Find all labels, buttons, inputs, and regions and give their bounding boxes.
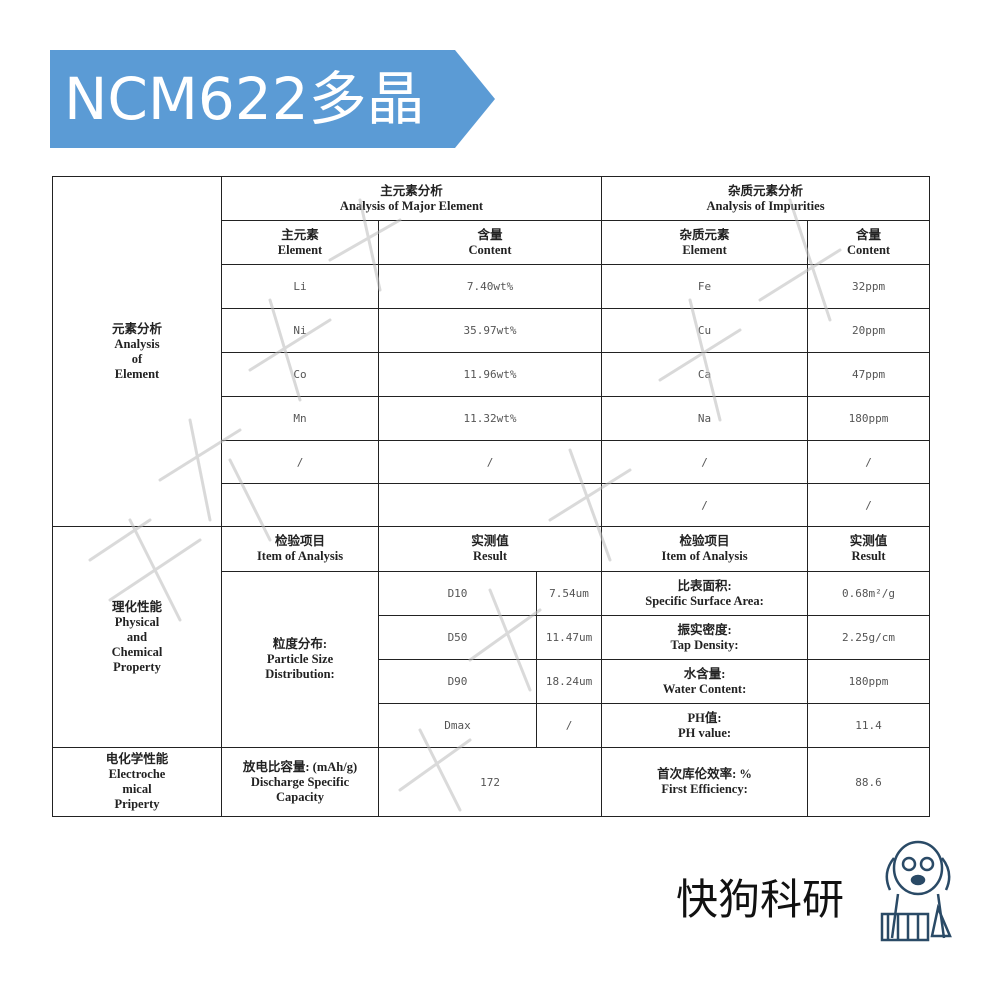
table-row: D90 18.24um 水含量: Water Content: 180ppm [53, 659, 931, 704]
table-cell: 实测值 Result [377, 526, 603, 572]
table-cell: 首次库伦效率: % First Efficiency: [601, 747, 809, 817]
table-cell: 172 [377, 747, 603, 817]
section-label-physical: 理化性能 Physical and Chemical Property [52, 526, 222, 748]
table-cell: D10 [378, 571, 537, 616]
table-row: 粒度分布: Particle Size Distribution: D10 7.54um… [53, 571, 931, 748]
table-cell: 20ppm [807, 308, 931, 353]
table-cell: Mn [221, 396, 379, 441]
table-cell: 7.40wt% [377, 264, 603, 309]
table-cell [377, 483, 603, 527]
table-cell: D50 [378, 615, 537, 660]
section-label-element: 元素分析 Analysis of Element [52, 176, 222, 527]
table-cell: 180ppm [807, 396, 931, 441]
table-row: 元素分析 Analysis of Element 主元素分析 Analysis of Ma… [52, 176, 931, 527]
dog-scientist-logo-icon [880, 840, 952, 942]
table-cell: 放电比容量: (mAh/g) Discharge Specific Capacity [221, 747, 379, 817]
table-cell: Li [221, 264, 379, 309]
table-row: Dmax / PH值: PH value: 11.4 [53, 703, 931, 748]
table-cell: / [535, 703, 603, 748]
arrow-shape [50, 50, 495, 148]
table-cell: PH值: PH value: [601, 703, 809, 748]
table-cell: Fe [601, 264, 809, 309]
table-cell: 11.32wt% [377, 396, 603, 441]
table-cell: / [601, 483, 809, 527]
analysis-table: 元素分析 Analysis of Element 主元素分析 Analysis of Ma… [52, 176, 931, 817]
table-cell: 7.54um [535, 571, 603, 616]
table-cell: 含量 Content [377, 220, 603, 265]
table-cell: 11.96wt% [377, 352, 603, 397]
table-cell: 180ppm [807, 659, 931, 704]
title-banner: NCM622多晶 [50, 50, 495, 148]
table-cell: / [601, 440, 809, 484]
particle-size-label: 粒度分布: Particle Size Distribution: [221, 571, 379, 748]
table-cell [221, 483, 379, 527]
table-cell: D90 [378, 659, 537, 704]
table-row: 电化学性能 Electroche mical Priperty 放电比容量: (mAh/… [52, 747, 931, 817]
table-cell: / [807, 483, 931, 527]
table-cell: Na [601, 396, 809, 441]
table-cell: 振实密度: Tap Density: [601, 615, 809, 660]
table-cell: 18.24um [535, 659, 603, 704]
impurity-header: 杂质元素分析 Analysis of Impurities [601, 176, 931, 221]
major-element-header: 主元素分析 Analysis of Major Element [220, 176, 603, 221]
table-cell: 11.4 [807, 703, 931, 748]
table-cell: 主元素 Element [221, 220, 379, 265]
table-cell: 0.68m²/g [807, 571, 931, 616]
banner-title: NCM622多晶 [64, 65, 425, 133]
table-cell: / [807, 440, 931, 484]
table-cell: 检验项目 Item of Analysis [221, 526, 379, 572]
table-cell: Dmax [378, 703, 537, 748]
table-row: 理化性能 Physical and Chemical Property 检验项目 Item … [52, 526, 931, 748]
table-cell: 47ppm [807, 352, 931, 397]
section-label-electro: 电化学性能 Electroche mical Priperty [52, 747, 222, 817]
table-cell: 88.6 [807, 747, 931, 817]
table-cell: 35.97wt% [377, 308, 603, 353]
table-cell: 11.47um [535, 615, 603, 660]
table-cell: / [377, 440, 603, 484]
table-cell: / [221, 440, 379, 484]
table-cell: Ca [601, 352, 809, 397]
table-cell: 2.25g/cm [807, 615, 931, 660]
table-cell: 水含量: Water Content: [601, 659, 809, 704]
table-cell: 实测值 Result [807, 526, 931, 572]
table-cell: 杂质元素 Element [601, 220, 809, 265]
table-cell: Cu [601, 308, 809, 353]
table-cell: Co [221, 352, 379, 397]
logo-text: 快狗科研 [676, 875, 845, 924]
table-cell: 32ppm [807, 264, 931, 309]
table-cell: 检验项目 Item of Analysis [601, 526, 809, 572]
table-cell: 比表面积: Specific Surface Area: [601, 571, 809, 616]
table-cell: Ni [221, 308, 379, 353]
table-cell: 含量 Content [807, 220, 931, 265]
